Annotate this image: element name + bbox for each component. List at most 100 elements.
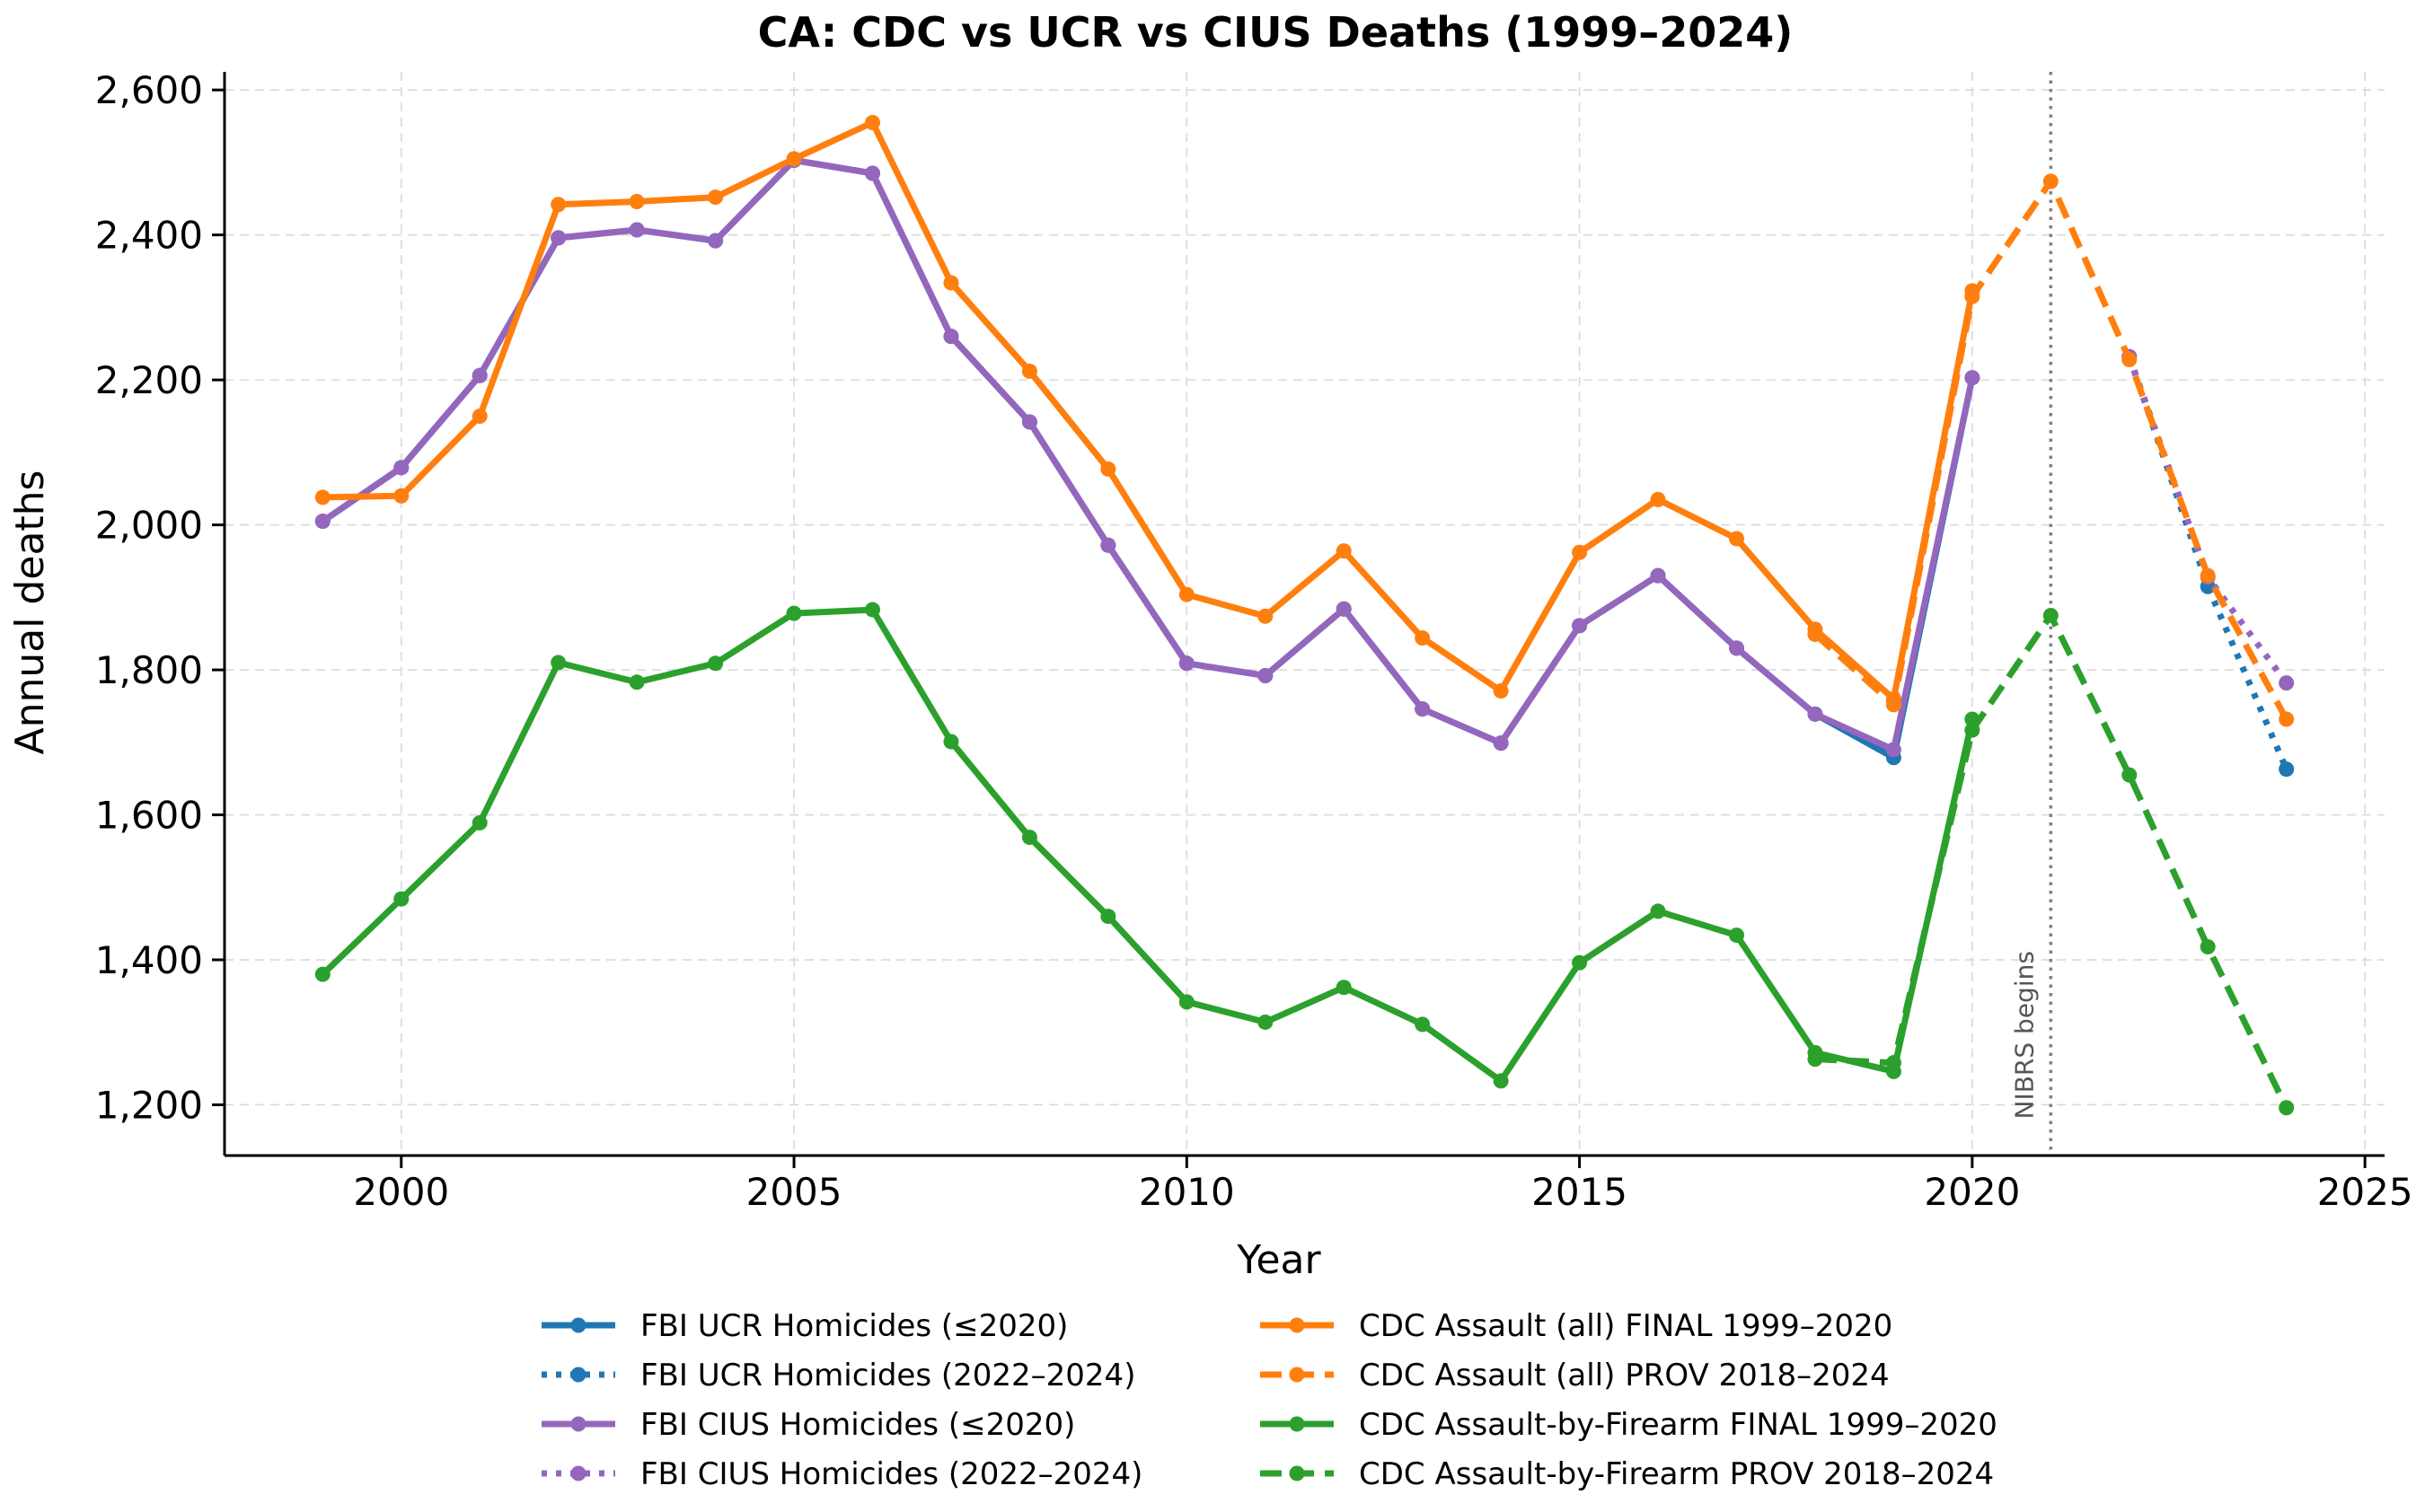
legend-swatch-marker <box>1289 1416 1305 1432</box>
y-tick-label: 2,600 <box>95 68 203 112</box>
data-point <box>1885 1055 1901 1071</box>
data-point <box>1650 903 1666 919</box>
y-tick-label: 1,600 <box>95 794 203 838</box>
data-point <box>2121 767 2138 783</box>
x-tick-label: 2010 <box>1139 1170 1235 1214</box>
data-point <box>1493 735 1509 752</box>
y-tick-label: 1,200 <box>95 1083 203 1127</box>
data-point <box>2200 938 2216 954</box>
data-point <box>1415 630 1431 646</box>
legend-entry-label: FBI CIUS Homicides (2022–2024) <box>640 1456 1142 1492</box>
data-point <box>1807 627 1823 643</box>
data-point <box>1178 655 1195 672</box>
data-point <box>1100 537 1116 553</box>
data-point <box>629 194 645 210</box>
data-point <box>1336 601 1352 617</box>
legend-entry-label: FBI CIUS Homicides (≤2020) <box>640 1407 1075 1443</box>
data-point <box>1572 954 1588 971</box>
data-point <box>551 197 567 213</box>
data-point <box>551 655 567 671</box>
data-point <box>1100 909 1116 925</box>
data-point <box>1650 491 1666 507</box>
series-layer <box>314 115 2295 1116</box>
series-line-cdc-assault-by-firearm-final-1999-2020 <box>320 606 1976 1085</box>
data-point <box>1572 544 1588 560</box>
data-point <box>472 367 488 383</box>
data-point <box>1807 1051 1823 1068</box>
data-point <box>943 734 959 750</box>
data-point <box>472 408 488 424</box>
data-point <box>1178 586 1195 602</box>
data-point <box>865 602 880 618</box>
x-axis-label: Year <box>1236 1237 1321 1283</box>
y-tick-label: 1,800 <box>95 648 203 692</box>
data-point <box>2279 761 2295 778</box>
data-point <box>393 460 410 476</box>
legend-entry-label: CDC Assault (all) PROV 2018–2024 <box>1359 1358 1890 1393</box>
data-point <box>1493 682 1509 699</box>
data-point <box>1178 994 1195 1010</box>
legend-entry-label: CDC Assault-by-Firearm FINAL 1999–2020 <box>1359 1407 1997 1443</box>
legend-swatch-marker <box>570 1317 586 1333</box>
data-point <box>472 814 488 831</box>
data-point <box>1415 1016 1431 1033</box>
legend-swatch-marker <box>1289 1465 1305 1481</box>
data-point <box>629 222 645 238</box>
x-tick-label: 2000 <box>353 1170 449 1214</box>
data-point <box>2279 675 2295 691</box>
data-point <box>708 233 724 249</box>
x-tick-label: 2025 <box>2317 1170 2413 1214</box>
data-point <box>708 655 724 672</box>
y-tick-label: 2,400 <box>95 214 203 258</box>
data-point <box>1729 927 1744 944</box>
data-point <box>1964 722 1980 738</box>
data-point <box>1021 830 1037 846</box>
data-point <box>1336 980 1352 996</box>
series-line-fbi-cius-homicides-2020 <box>321 157 1976 753</box>
data-point <box>2121 352 2138 368</box>
data-point <box>708 189 724 206</box>
data-point <box>1807 706 1823 722</box>
data-point <box>865 165 880 181</box>
data-point <box>1572 618 1588 634</box>
legend-swatch-marker <box>570 1367 586 1383</box>
data-point <box>1021 414 1037 430</box>
data-point <box>1964 370 1980 386</box>
x-tick-label: 2020 <box>1924 1170 2020 1214</box>
data-point <box>551 230 567 246</box>
data-point <box>2042 173 2059 189</box>
data-point <box>1885 742 1901 758</box>
y-tick-label: 2,200 <box>95 358 203 402</box>
data-point <box>1415 701 1431 717</box>
data-point <box>2279 711 2295 727</box>
data-point <box>1257 668 1274 684</box>
data-point <box>786 151 802 167</box>
data-point <box>1336 543 1352 559</box>
data-point <box>1885 697 1901 713</box>
legend-swatch-marker <box>1289 1367 1305 1383</box>
y-axis-label: Annual deaths <box>7 470 53 755</box>
data-point <box>1729 531 1744 547</box>
legend-swatch-marker <box>570 1465 586 1481</box>
data-point <box>786 605 802 621</box>
data-point <box>1729 640 1744 656</box>
data-point <box>1100 461 1116 477</box>
chart-title: CA: CDC vs UCR vs CIUS Deaths (1999–2024… <box>758 8 1794 57</box>
legend-swatch-marker <box>1289 1317 1305 1333</box>
data-point <box>393 891 410 907</box>
annotation-layer: NIBRS begins <box>2009 72 2053 1156</box>
data-point <box>314 514 331 530</box>
data-point <box>1964 288 1980 304</box>
annotation-label: NIBRS begins <box>2009 951 2039 1119</box>
legend: FBI UCR Homicides (≤2020) FBI UCR Homicid… <box>542 1308 1997 1492</box>
data-point <box>943 275 959 291</box>
data-point <box>2042 608 2059 624</box>
data-point <box>2279 1100 2295 1116</box>
y-tick-label: 1,400 <box>95 938 203 982</box>
data-point <box>2200 567 2216 584</box>
data-point <box>943 329 959 345</box>
legend-entry-label: CDC Assault-by-Firearm PROV 2018–2024 <box>1359 1456 1994 1492</box>
data-point <box>1493 1073 1509 1089</box>
data-point <box>629 674 645 690</box>
